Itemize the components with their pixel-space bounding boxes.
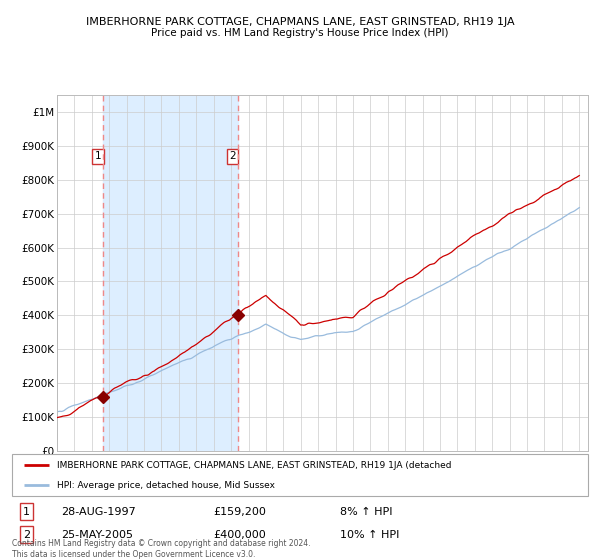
Bar bbox=[103, 95, 238, 451]
FancyBboxPatch shape bbox=[12, 454, 588, 496]
Text: 25-MAY-2005: 25-MAY-2005 bbox=[61, 530, 133, 540]
Text: 2: 2 bbox=[229, 151, 236, 161]
Text: Price paid vs. HM Land Registry's House Price Index (HPI): Price paid vs. HM Land Registry's House … bbox=[151, 28, 449, 38]
Text: 2: 2 bbox=[23, 530, 30, 540]
Text: 28-AUG-1997: 28-AUG-1997 bbox=[61, 507, 136, 517]
Text: £400,000: £400,000 bbox=[214, 530, 266, 540]
Text: HPI: Average price, detached house, Mid Sussex: HPI: Average price, detached house, Mid … bbox=[57, 480, 275, 489]
Text: 1: 1 bbox=[23, 507, 30, 517]
Text: 1: 1 bbox=[95, 151, 101, 161]
Text: 8% ↑ HPI: 8% ↑ HPI bbox=[340, 507, 393, 517]
Text: IMBERHORNE PARK COTTAGE, CHAPMANS LANE, EAST GRINSTEAD, RH19 1JA (detached: IMBERHORNE PARK COTTAGE, CHAPMANS LANE, … bbox=[57, 461, 451, 470]
Text: IMBERHORNE PARK COTTAGE, CHAPMANS LANE, EAST GRINSTEAD, RH19 1JA: IMBERHORNE PARK COTTAGE, CHAPMANS LANE, … bbox=[86, 17, 514, 27]
Text: 10% ↑ HPI: 10% ↑ HPI bbox=[340, 530, 400, 540]
Text: Contains HM Land Registry data © Crown copyright and database right 2024.
This d: Contains HM Land Registry data © Crown c… bbox=[12, 539, 311, 559]
Text: £159,200: £159,200 bbox=[214, 507, 266, 517]
